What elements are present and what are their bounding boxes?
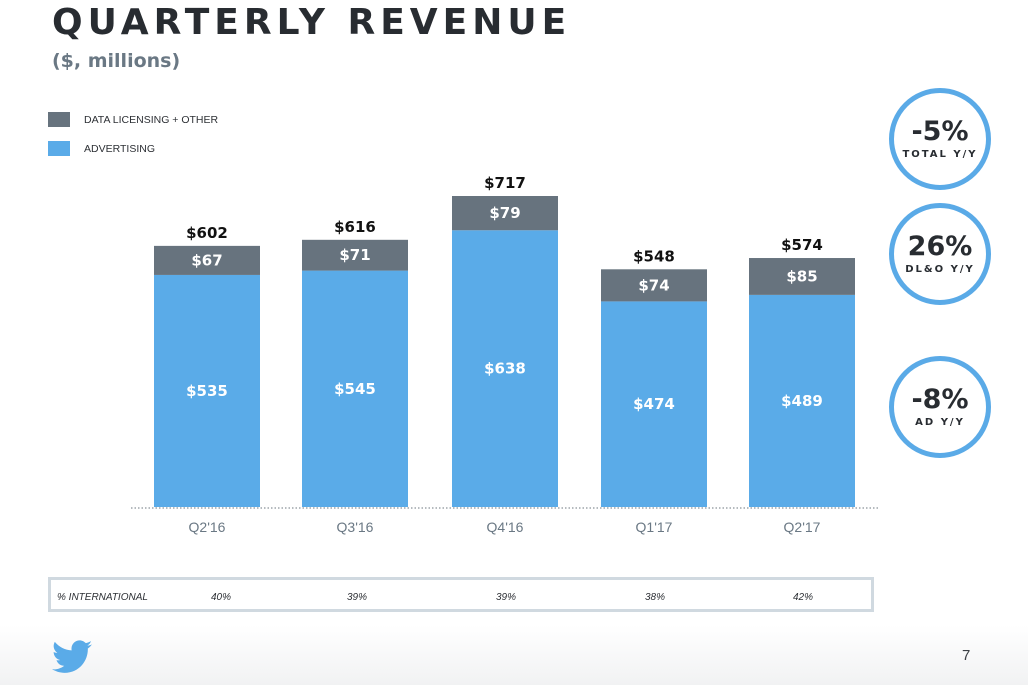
category-label: Q2'16 [189,519,226,535]
bar-advertising [601,301,707,507]
bar-advertising [452,230,558,507]
international-value: 38% [645,592,666,603]
bar-data-licensing [302,239,408,271]
data-licensing-value-label: $67 [191,251,222,269]
legend-item-advertising: ADVERTISING [48,134,218,163]
total-value-label: $574 [781,236,823,254]
data-licensing-value-label: $71 [339,246,370,264]
bar-advertising [154,274,260,507]
kpi-value: -8% [911,384,969,415]
international-value: 42% [793,592,814,603]
legend-label: ADVERTISING [84,142,155,155]
data-licensing-value-label: $85 [786,267,817,285]
advertising-value-label: $535 [186,382,228,400]
kpi-total-yoy: -5% TOTAL Y/Y [889,88,991,190]
legend-label: DATA LICENSING + OTHER [84,113,219,126]
page-subtitle: ($, millions) [52,50,181,72]
kpi-label: AD Y/Y [915,417,965,428]
kpi-ad-yoy: -8% AD Y/Y [889,356,991,458]
bar-data-licensing [452,196,558,231]
kpi-label: TOTAL Y/Y [902,149,978,160]
advertising-value-label: $474 [633,395,675,413]
category-label: Q3'16 [337,519,374,535]
international-value: 40% [211,592,232,603]
total-value-label: $548 [633,247,675,265]
kpi-value: 26% [907,231,973,262]
advertising-value-label: $638 [484,360,526,378]
international-value: 39% [496,592,517,603]
total-value-label: $616 [334,218,376,236]
category-label: Q1'17 [636,519,673,535]
advertising-value-label: $489 [781,392,823,410]
total-value-label: $717 [484,174,526,192]
page-title: QUARTERLY REVENUE [52,2,572,43]
international-value: 39% [347,592,368,603]
data-licensing-value-label: $79 [489,204,520,222]
international-table: % INTERNATIONAL 40% 39% 39% 38% 42% [48,577,874,612]
twitter-bird-icon [52,640,92,673]
legend-swatch-advertising [48,141,70,156]
bar-advertising [302,270,408,507]
bar-advertising [749,294,855,507]
category-label: Q2'17 [784,519,821,535]
kpi-label: DL&O Y/Y [905,264,975,275]
bar-data-licensing [749,258,855,295]
legend-swatch-data-licensing [48,112,70,127]
chart-legend: DATA LICENSING + OTHER ADVERTISING [48,105,218,163]
international-label: % INTERNATIONAL [57,592,148,603]
footer [0,625,1028,685]
legend-item-data-licensing: DATA LICENSING + OTHER [48,105,218,134]
data-licensing-value-label: $74 [638,276,669,294]
page-number: 7 [962,647,971,664]
revenue-chart: $535 $67 $602 Q2'16 $545 $71 $616 Q3'16 $638 $79 $… [131,174,880,535]
total-value-label: $602 [186,224,228,242]
kpi-dlo-yoy: 26% DL&O Y/Y [889,203,991,305]
kpi-value: -5% [911,116,969,147]
category-label: Q4'16 [487,519,524,535]
bar-data-licensing [601,269,707,302]
bar-data-licensing [154,245,260,275]
advertising-value-label: $545 [334,380,376,398]
